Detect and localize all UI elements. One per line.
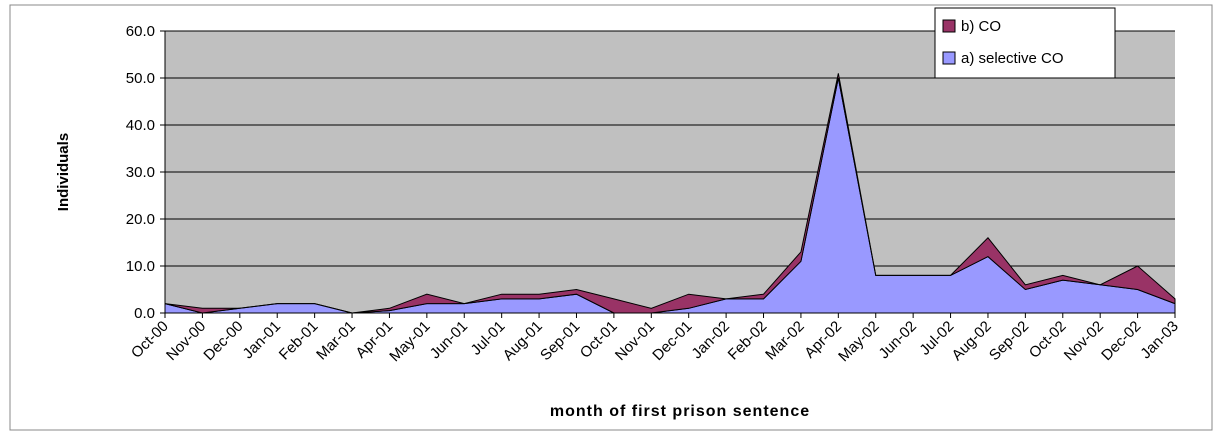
- y-tick-label: 40.0: [126, 117, 155, 134]
- y-tick-label: 30.0: [126, 164, 155, 181]
- legend-swatch: [942, 51, 956, 65]
- legend-label: b) CO: [961, 18, 1001, 35]
- y-tick-label: 0.0: [134, 305, 155, 322]
- legend-box: [934, 7, 1116, 79]
- y-tick-label: 10.0: [126, 258, 155, 275]
- y-tick-label: 60.0: [126, 23, 155, 40]
- x-axis-title: month of first prison sentence: [550, 403, 810, 420]
- y-axis-title: Individuals: [55, 133, 72, 211]
- y-tick-label: 50.0: [126, 70, 155, 87]
- y-tick-label: 20.0: [126, 211, 155, 228]
- area: [164, 73, 1176, 314]
- legend-label: a) selective CO: [961, 50, 1064, 67]
- legend-swatch: [942, 19, 956, 33]
